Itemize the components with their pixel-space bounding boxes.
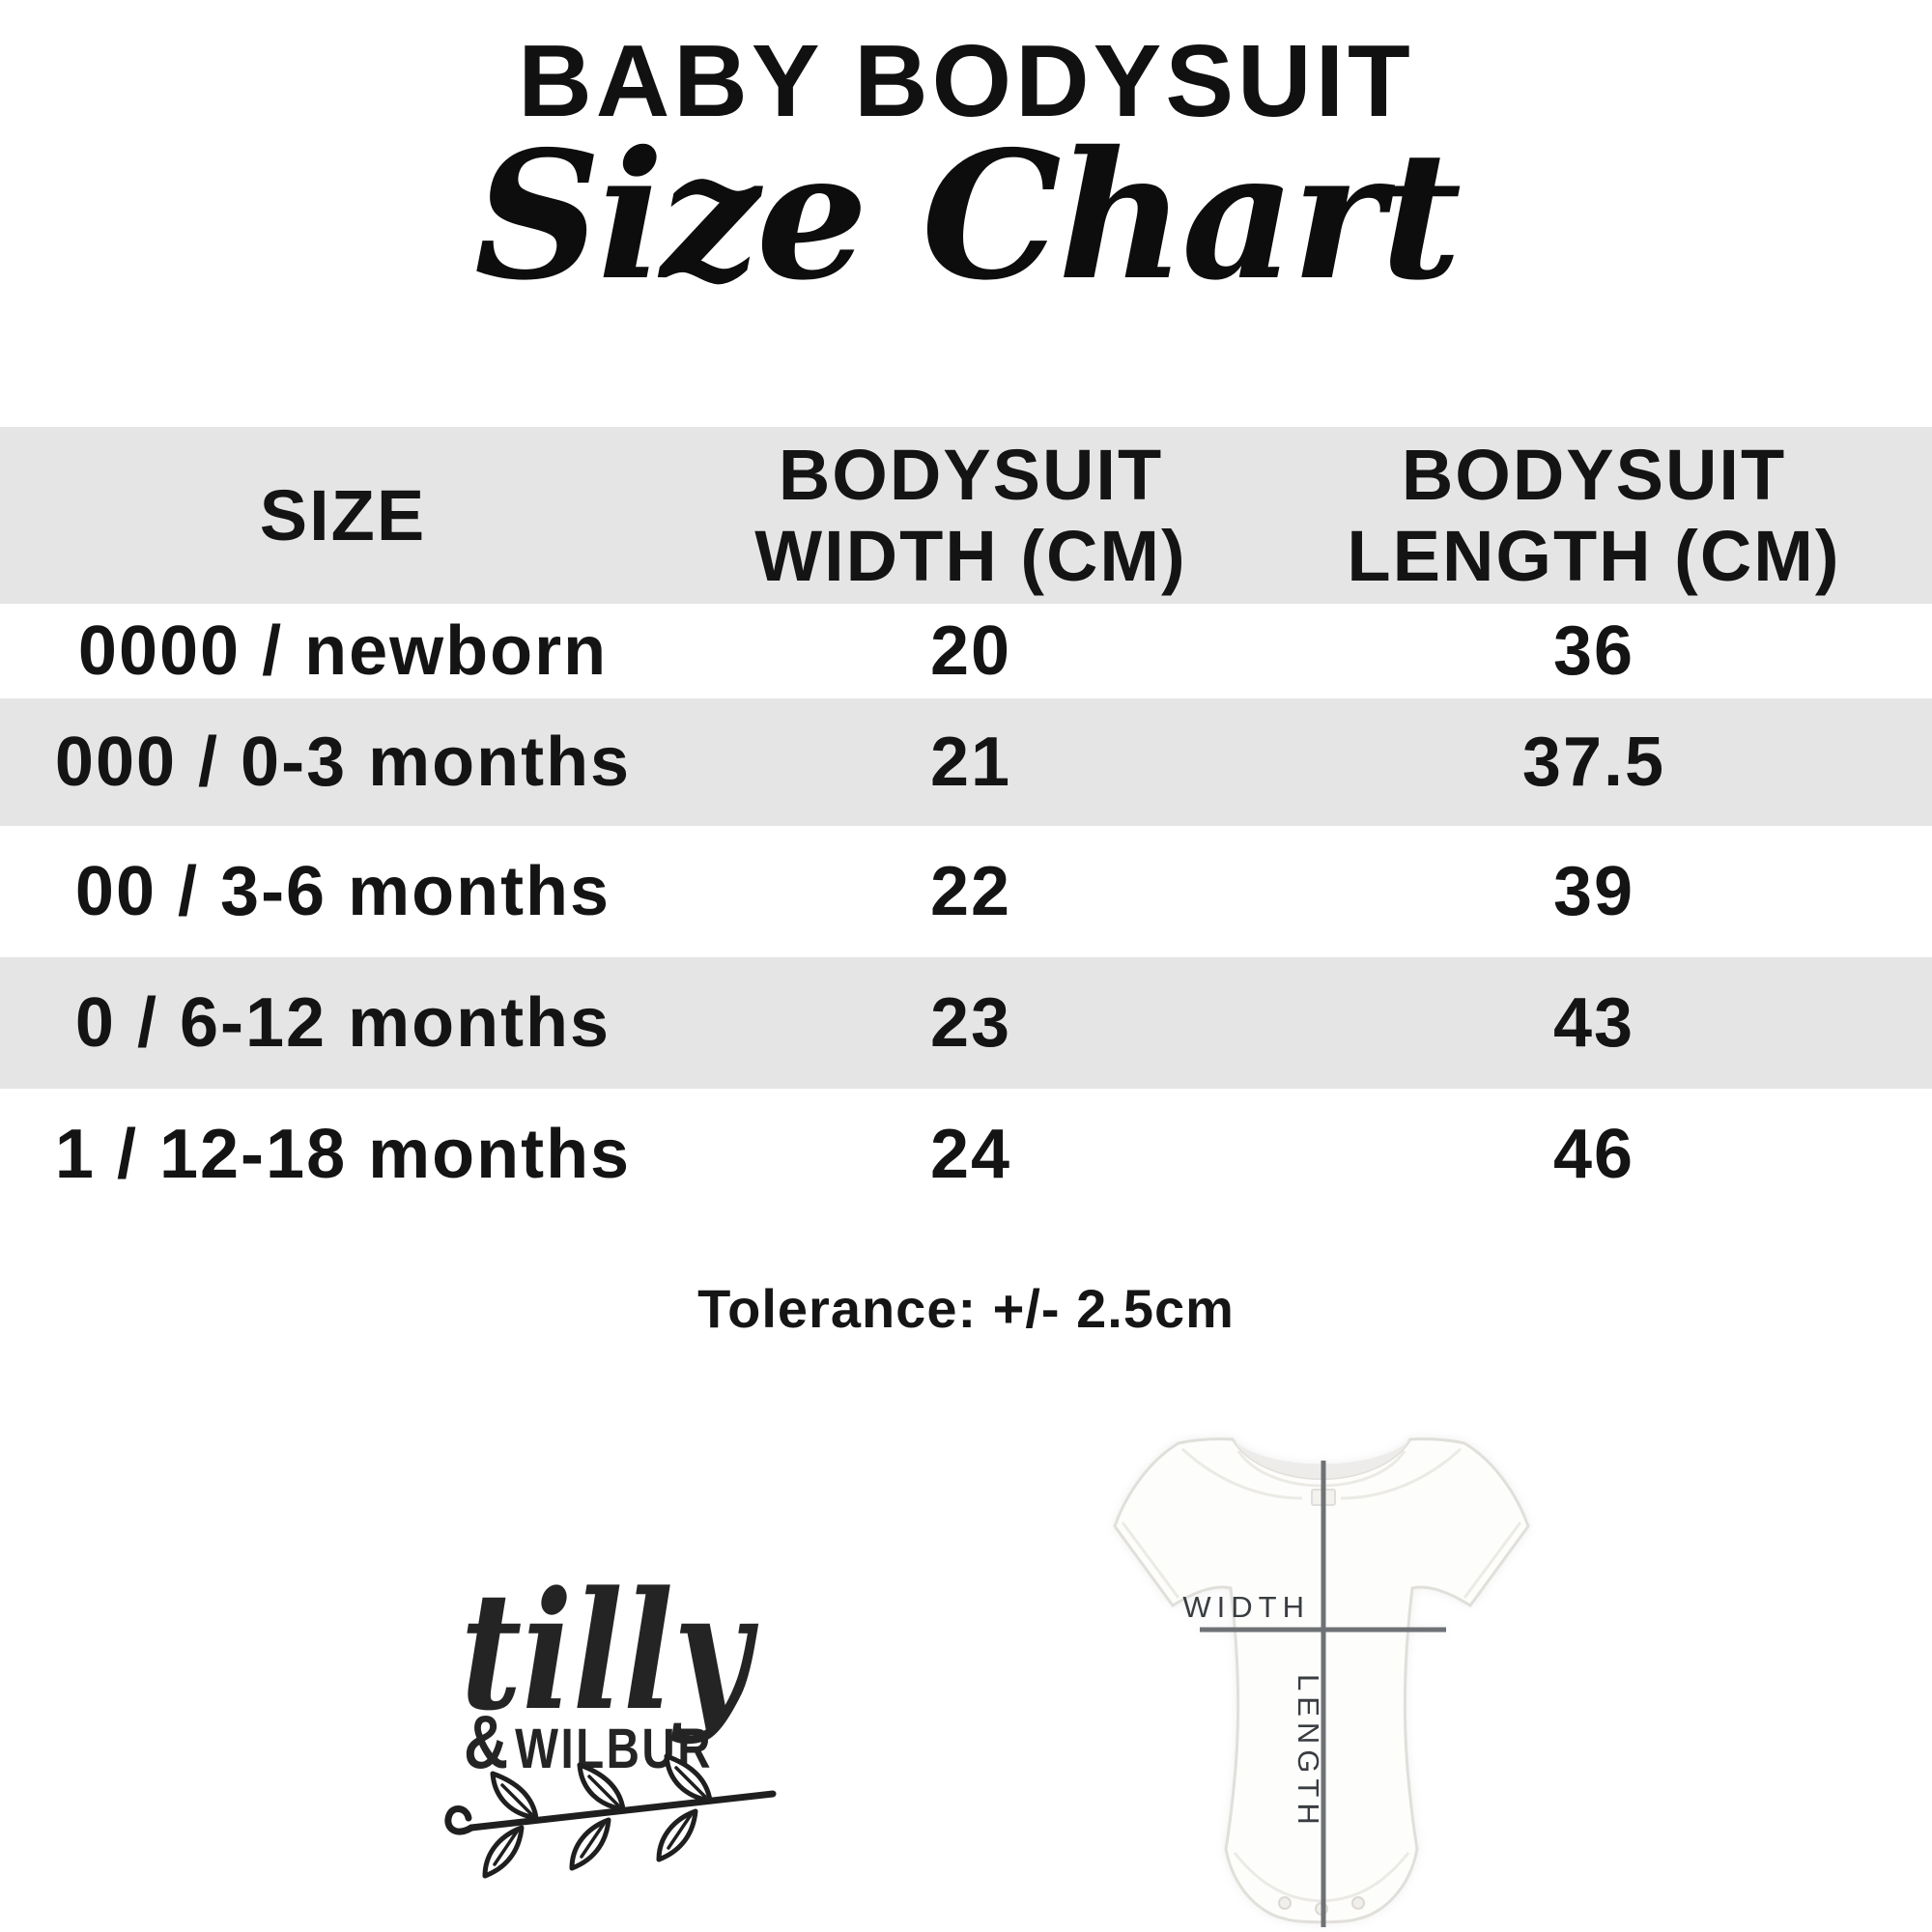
col-header-size: SIZE: [0, 475, 686, 556]
snap-button: [1278, 1896, 1292, 1910]
col-header-width-line1: BODYSUIT: [778, 434, 1164, 515]
size-cell: 000 / 0-3 months: [54, 724, 632, 801]
page-subtitle: Size Chart: [473, 112, 1462, 319]
table-row: 000 / 0-3 months 21 37.5: [0, 698, 1932, 826]
table-header-row: SIZE BODYSUIT WIDTH (CM) BODYSUIT LENGTH…: [0, 427, 1932, 604]
col-header-length: BODYSUIT LENGTH (CM): [1256, 435, 1932, 597]
width-cell: 23: [929, 984, 1012, 1062]
length-cell: 43: [1552, 984, 1635, 1062]
width-cell: 24: [929, 1116, 1012, 1193]
length-cell: 37.5: [1521, 724, 1666, 801]
size-cell: 0 / 6-12 months: [74, 984, 611, 1062]
size-table: SIZE BODYSUIT WIDTH (CM) BODYSUIT LENGTH…: [0, 427, 1932, 1220]
col-header-length-line1: BODYSUIT: [1401, 434, 1787, 515]
width-cell: 22: [929, 853, 1012, 930]
neck-opening: [1233, 1439, 1410, 1479]
brand-logo: tilly & WILBUR: [444, 1557, 777, 1879]
table-row: 0 / 6-12 months 23 43: [0, 957, 1932, 1089]
width-cell: 20: [929, 612, 1012, 690]
size-cell: 0000 / newborn: [77, 612, 609, 690]
col-header-width-line2: WIDTH (CM): [754, 515, 1187, 596]
length-cell: 39: [1552, 853, 1635, 930]
width-cell: 21: [929, 724, 1012, 801]
brand-script-text: tilly: [461, 1557, 759, 1747]
table-row: 1 / 12-18 months 24 46: [0, 1089, 1932, 1220]
col-header-length-line2: LENGTH (CM): [1347, 515, 1841, 596]
width-label: WIDTH: [1182, 1590, 1310, 1624]
bodysuit-diagram: WIDTH LENGTH: [1113, 1437, 1530, 1927]
length-label: LENGTH: [1292, 1674, 1325, 1831]
size-cell: 1 / 12-18 months: [54, 1116, 632, 1193]
page-title: BABY BODYSUIT: [518, 24, 1414, 138]
col-header-width: BODYSUIT WIDTH (CM): [686, 435, 1256, 597]
table-row: 0000 / newborn 20 36: [0, 604, 1932, 698]
size-cell: 00 / 3-6 months: [74, 853, 611, 930]
table-row: 00 / 3-6 months 22 39: [0, 826, 1932, 957]
branch-ornament: [444, 1753, 777, 1879]
length-cell: 46: [1552, 1116, 1635, 1193]
col-header-size-label: SIZE: [259, 474, 427, 555]
length-cell: 36: [1552, 612, 1635, 690]
snap-button: [1351, 1896, 1365, 1910]
tolerance-note: Tolerance: +/- 2.5cm: [697, 1278, 1235, 1339]
